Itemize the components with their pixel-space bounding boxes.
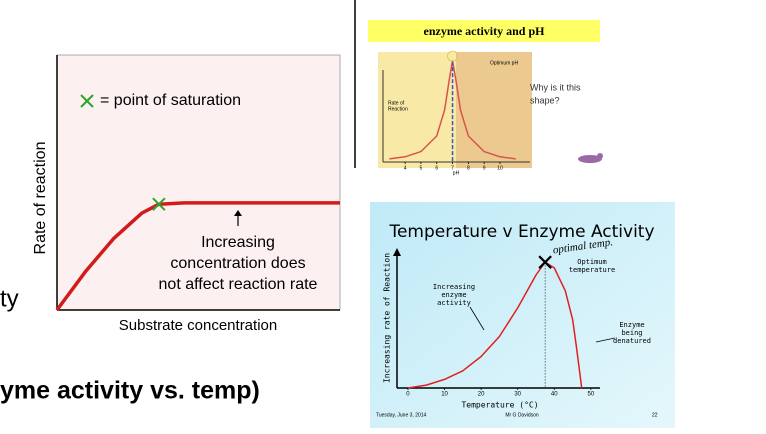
curve	[407, 261, 583, 389]
curve	[55, 201, 340, 312]
legend-marker	[80, 94, 94, 108]
annotation: Increasing	[433, 283, 475, 291]
question: Why is it this	[530, 82, 581, 92]
annotation-pointer	[595, 337, 616, 343]
annotation-arrowhead	[234, 210, 242, 216]
x-tick-label: 50	[588, 392, 595, 398]
y-axis-label: Reaction	[388, 106, 408, 112]
title-band	[368, 20, 600, 42]
x-tick-label: 10	[497, 165, 503, 171]
annotation: activity	[437, 299, 471, 307]
annotation-pointer	[469, 306, 485, 331]
plot-background	[378, 52, 456, 168]
y-axis-label: Rate of reaction	[32, 142, 49, 255]
question: shape?	[530, 95, 560, 105]
mascot	[578, 153, 603, 163]
annotation: denatured	[613, 337, 651, 345]
x-axis-label: pH	[453, 170, 460, 176]
chart-title: Temperature v Enzyme Activity	[388, 222, 654, 242]
x-tick-label: 6	[435, 165, 438, 171]
plot-background	[456, 52, 532, 168]
annotation: Optimum	[577, 258, 607, 266]
x-tick-label: 5	[420, 165, 423, 171]
annotation: Increasing	[201, 234, 275, 251]
slide-fragment: ty	[0, 285, 19, 312]
annotation: enzyme	[441, 291, 466, 299]
x-axis-label: Temperature (°C)	[461, 401, 538, 410]
x-tick-label: 9	[483, 165, 486, 171]
chart-title: enzyme activity and pH	[424, 24, 546, 38]
optimum-circle	[447, 50, 458, 62]
x-tick-label: 0	[406, 392, 410, 398]
x-tick-label: 10	[441, 392, 448, 398]
peak-label: Optimum pH	[490, 60, 518, 66]
annotation: being	[621, 329, 642, 337]
x-tick-label: 7	[451, 165, 454, 171]
slide-number: 22	[652, 412, 658, 418]
saturation-marker	[152, 197, 166, 211]
slide-background	[370, 202, 675, 428]
annotation: not affect reaction rate	[159, 276, 318, 293]
x-axis-label: Substrate concentration	[119, 317, 277, 334]
x-tick-label: 8	[467, 165, 470, 171]
x-tick-label: 20	[478, 392, 485, 398]
annotation: concentration does	[170, 255, 305, 272]
x-tick-label: 40	[551, 392, 558, 398]
x-tick-label: 30	[514, 392, 521, 398]
y-axis-arrow	[393, 248, 401, 256]
annotation: temperature	[569, 266, 615, 274]
legend-text: = point of saturation	[100, 92, 241, 109]
y-axis-label: Increasing rate of Reaction	[383, 253, 392, 383]
optimum-marker	[538, 255, 552, 269]
footer-author: Mr G Davidson	[505, 412, 539, 418]
x-tick-label: 4	[404, 165, 407, 171]
slide-heading: yme activity vs. temp)	[0, 377, 260, 405]
y-axis-label: Rate of	[388, 100, 405, 106]
annotation: Enzyme	[619, 321, 644, 329]
footer-date: Tuesday, June 3, 2014	[376, 412, 427, 418]
plot-background	[56, 54, 341, 311]
